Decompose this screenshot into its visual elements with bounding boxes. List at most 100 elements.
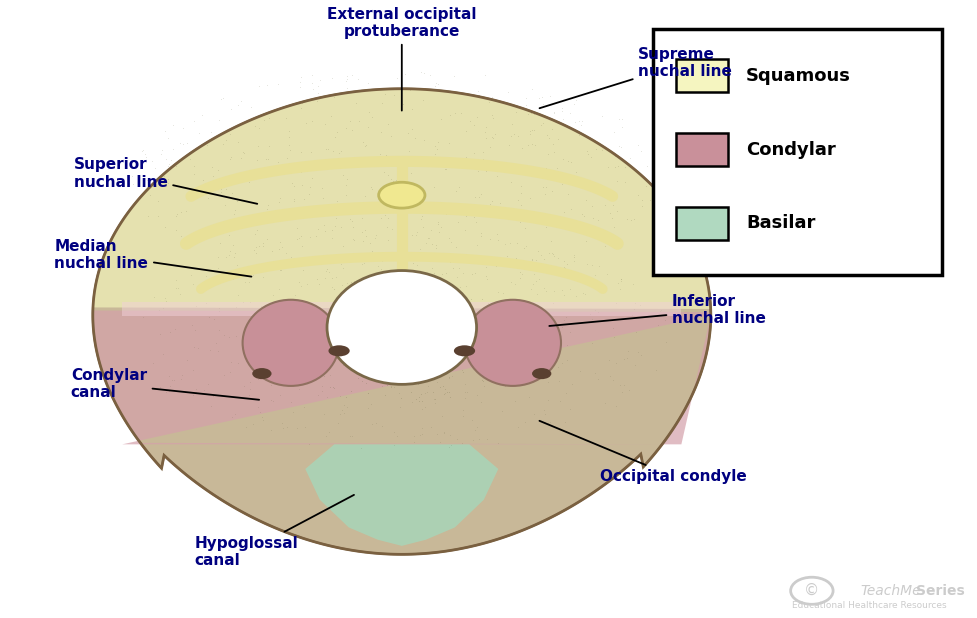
Point [409, 260, 425, 270]
Point [374, 300, 390, 310]
Point [461, 302, 477, 312]
Point [375, 151, 391, 161]
Point [537, 189, 553, 199]
Point [469, 217, 485, 227]
Point [642, 195, 658, 205]
Point [425, 239, 441, 249]
Point [406, 437, 422, 447]
Point [191, 343, 206, 353]
Point [234, 96, 249, 106]
Point [461, 344, 477, 353]
Point [300, 279, 316, 289]
Point [380, 310, 396, 320]
Point [414, 365, 430, 375]
Point [370, 156, 386, 166]
Point [479, 133, 494, 143]
Point [411, 397, 427, 407]
Point [203, 127, 219, 137]
Point [417, 389, 433, 399]
Point [205, 171, 221, 181]
Point [613, 284, 628, 294]
Point [301, 326, 317, 336]
Point [545, 346, 561, 356]
Point [420, 283, 436, 293]
Ellipse shape [532, 368, 551, 379]
Point [305, 116, 320, 125]
Point [384, 275, 400, 285]
Point [240, 277, 256, 287]
Point [355, 137, 370, 147]
Point [644, 140, 659, 150]
Text: External occipital
protuberance: External occipital protuberance [327, 7, 477, 111]
Point [437, 153, 452, 163]
Point [512, 273, 528, 283]
Point [443, 310, 458, 320]
Point [442, 442, 457, 452]
Point [338, 392, 354, 402]
Point [464, 415, 480, 425]
Point [619, 214, 635, 224]
Point [492, 332, 508, 342]
Point [222, 177, 237, 187]
Point [475, 376, 490, 386]
Point [361, 388, 376, 398]
Point [414, 423, 430, 433]
Point [341, 323, 357, 332]
Point [254, 265, 270, 275]
Point [541, 133, 557, 143]
Point [386, 342, 402, 352]
Point [168, 161, 184, 171]
Point [532, 121, 548, 130]
Point [281, 132, 297, 142]
Point [326, 92, 342, 102]
Point [441, 138, 456, 148]
Point [275, 423, 290, 433]
Point [405, 358, 421, 368]
Point [477, 348, 492, 358]
Point [608, 401, 623, 411]
Point [241, 177, 257, 187]
Point [503, 277, 519, 287]
Point [584, 339, 600, 349]
Point [329, 127, 345, 137]
Point [226, 265, 241, 275]
Point [607, 163, 622, 172]
Point [271, 337, 286, 347]
Point [328, 273, 344, 282]
Point [485, 113, 500, 123]
Point [568, 117, 583, 127]
Point [242, 297, 258, 307]
Point [476, 315, 491, 324]
Point [346, 354, 361, 364]
FancyBboxPatch shape [676, 59, 728, 93]
Point [503, 177, 519, 187]
Point [316, 193, 331, 203]
Point [555, 114, 571, 124]
Point [584, 313, 600, 323]
Point [198, 271, 214, 281]
Point [549, 216, 565, 226]
Point [303, 202, 319, 212]
Point [431, 337, 446, 347]
Point [140, 211, 155, 221]
Point [536, 284, 552, 294]
Point [498, 260, 514, 269]
Point [249, 154, 265, 164]
Point [386, 383, 402, 392]
Point [318, 226, 333, 236]
Point [335, 170, 351, 180]
Point [473, 188, 488, 198]
Point [488, 261, 503, 271]
Point [200, 193, 216, 203]
Point [224, 152, 239, 162]
Point [373, 347, 389, 357]
Point [505, 205, 521, 214]
Point [420, 381, 436, 391]
Polygon shape [93, 89, 711, 309]
Point [245, 357, 261, 366]
Point [358, 140, 373, 150]
Point [242, 384, 258, 394]
Point [344, 348, 360, 358]
Point [500, 261, 516, 271]
Point [291, 233, 307, 243]
